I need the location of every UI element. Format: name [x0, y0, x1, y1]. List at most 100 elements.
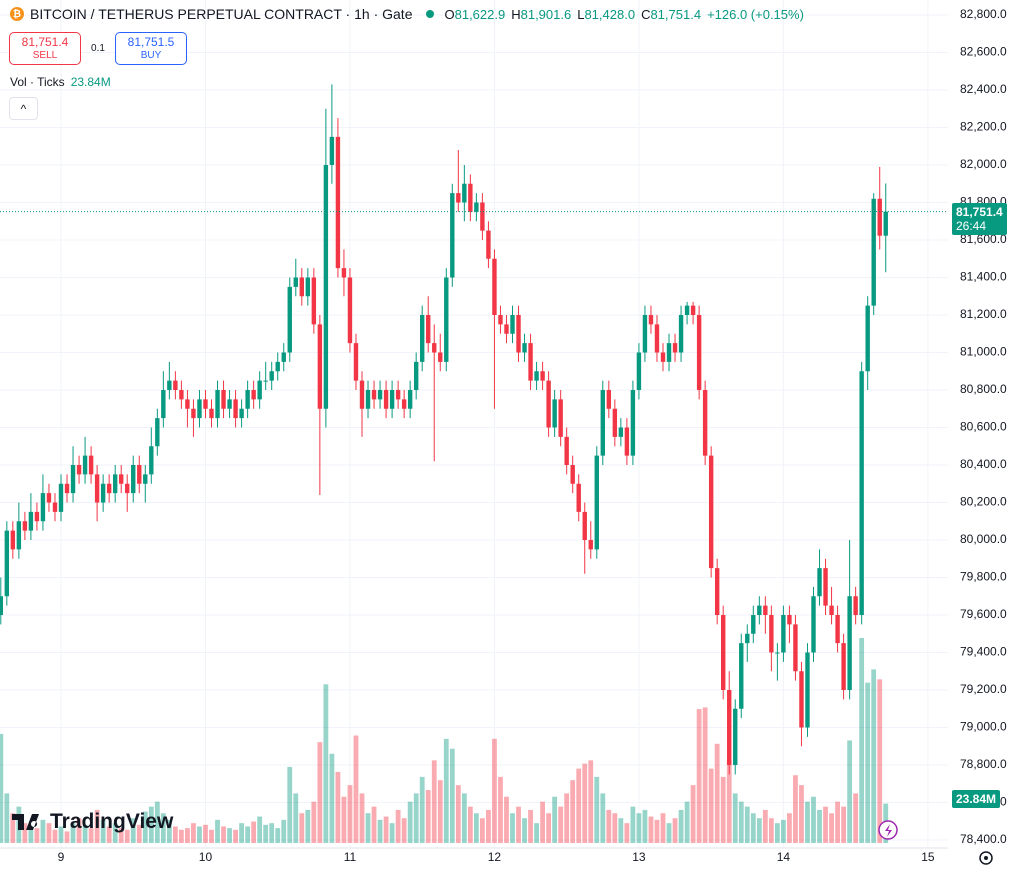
ohlc-key: L [577, 6, 585, 22]
candle-body [0, 596, 4, 615]
volume-bar [353, 735, 359, 843]
candle-body [450, 193, 455, 278]
candle-body [221, 390, 226, 409]
volume-bar [811, 796, 816, 843]
candle-body [4, 530, 10, 597]
brand-icon [12, 814, 39, 830]
candle-body [119, 474, 124, 484]
volume-bar [389, 823, 395, 843]
candle-body [714, 568, 720, 615]
y-tick-label: 81,000.0 [960, 345, 1007, 359]
candle-body [239, 408, 244, 419]
candle-body [666, 343, 672, 362]
volume-bar [726, 760, 732, 843]
volume-bar [64, 831, 70, 843]
price-change: +126.0 (+0.15%) [707, 6, 804, 22]
candle-body [76, 465, 82, 475]
candle-body [540, 371, 545, 381]
candle-body [155, 418, 160, 447]
volume-bar [871, 669, 877, 843]
volume-bar [419, 776, 425, 843]
volume-bar [522, 818, 527, 843]
volume-bar [678, 809, 684, 843]
volume-bar [70, 823, 76, 843]
y-tick-label: 81,400.0 [960, 270, 1007, 284]
candle-body [209, 408, 214, 419]
settings-icon [979, 851, 993, 865]
candle-body [516, 315, 521, 353]
candle-body [389, 390, 395, 409]
volume-bar [799, 785, 804, 843]
candle-body [263, 380, 268, 382]
volume-bar [209, 829, 214, 843]
volume-bar [299, 813, 305, 843]
candle-body [131, 465, 136, 494]
candle-body [799, 671, 804, 728]
candle-body [16, 521, 22, 550]
candle-body [444, 277, 449, 362]
candle-body [28, 511, 34, 531]
symbol-title[interactable]: BITCOIN / TETHERUS PERPETUAL CONTRACT · … [30, 6, 413, 22]
volume-bar [600, 793, 606, 843]
candle-body [781, 615, 786, 653]
trade-buttons: 81,751.4 SELL 0.1 81,751.5 BUY [9, 32, 187, 65]
volume-value: 23.84M [70, 75, 111, 89]
volume-bar [847, 740, 853, 843]
y-tick-label: 79,000.0 [960, 720, 1007, 734]
candle-body [672, 343, 678, 353]
volume-tag: 23.84M [952, 790, 1001, 808]
x-tick-label: 14 [777, 850, 791, 864]
volume-bar [558, 806, 564, 843]
volume-bar [88, 828, 94, 843]
y-tick-label: 80,000.0 [960, 532, 1007, 546]
sell-button[interactable]: 81,751.4 SELL [9, 32, 81, 65]
volume-bar [835, 801, 840, 843]
y-tick-label: 79,800.0 [960, 570, 1007, 584]
candle-body [636, 352, 642, 390]
volume-bar [624, 823, 630, 843]
volume-bar [546, 813, 552, 843]
volume-bar [473, 813, 479, 843]
candle-body [582, 511, 587, 540]
x-tick-label: 11 [344, 850, 357, 864]
collapse-button[interactable]: ^ [9, 97, 38, 120]
volume-bar [76, 818, 82, 843]
volume-bar [148, 806, 154, 843]
candle-body [173, 380, 178, 390]
volume-bar [281, 819, 287, 843]
candle-body [323, 165, 329, 409]
spread: 0.1 [91, 43, 105, 54]
candle-body [841, 643, 846, 690]
settings-icon-center [984, 856, 988, 860]
candle-body [383, 390, 389, 409]
last-price: 81,751.4 [956, 205, 1003, 219]
candle-body [787, 615, 792, 625]
volume-bar [251, 821, 257, 843]
candle-body [733, 708, 738, 765]
buy-label: BUY [140, 49, 162, 61]
candle-body [438, 352, 443, 362]
candle-body [546, 380, 551, 428]
volume-bar [606, 809, 612, 843]
volume-bar [257, 816, 263, 843]
candle-body [347, 277, 353, 344]
candle-body [558, 399, 563, 437]
candle-body [185, 399, 190, 409]
buy-price: 81,751.5 [127, 34, 175, 49]
volume-title[interactable]: Vol · Ticks [10, 75, 65, 89]
volume-bar [564, 793, 570, 843]
buy-button[interactable]: 81,751.5 BUY [115, 32, 187, 65]
volume-bar [787, 813, 792, 843]
volume-bar [34, 828, 40, 843]
candle-body [287, 286, 292, 353]
volume-bar [642, 809, 648, 843]
candle-body [570, 465, 575, 484]
volume-bar [413, 793, 419, 843]
candle-body [125, 483, 130, 494]
volume-bar [443, 738, 449, 843]
volume-bar [341, 796, 347, 843]
candle-body [64, 483, 70, 494]
candle-body [696, 315, 702, 390]
candle-body [835, 615, 840, 644]
